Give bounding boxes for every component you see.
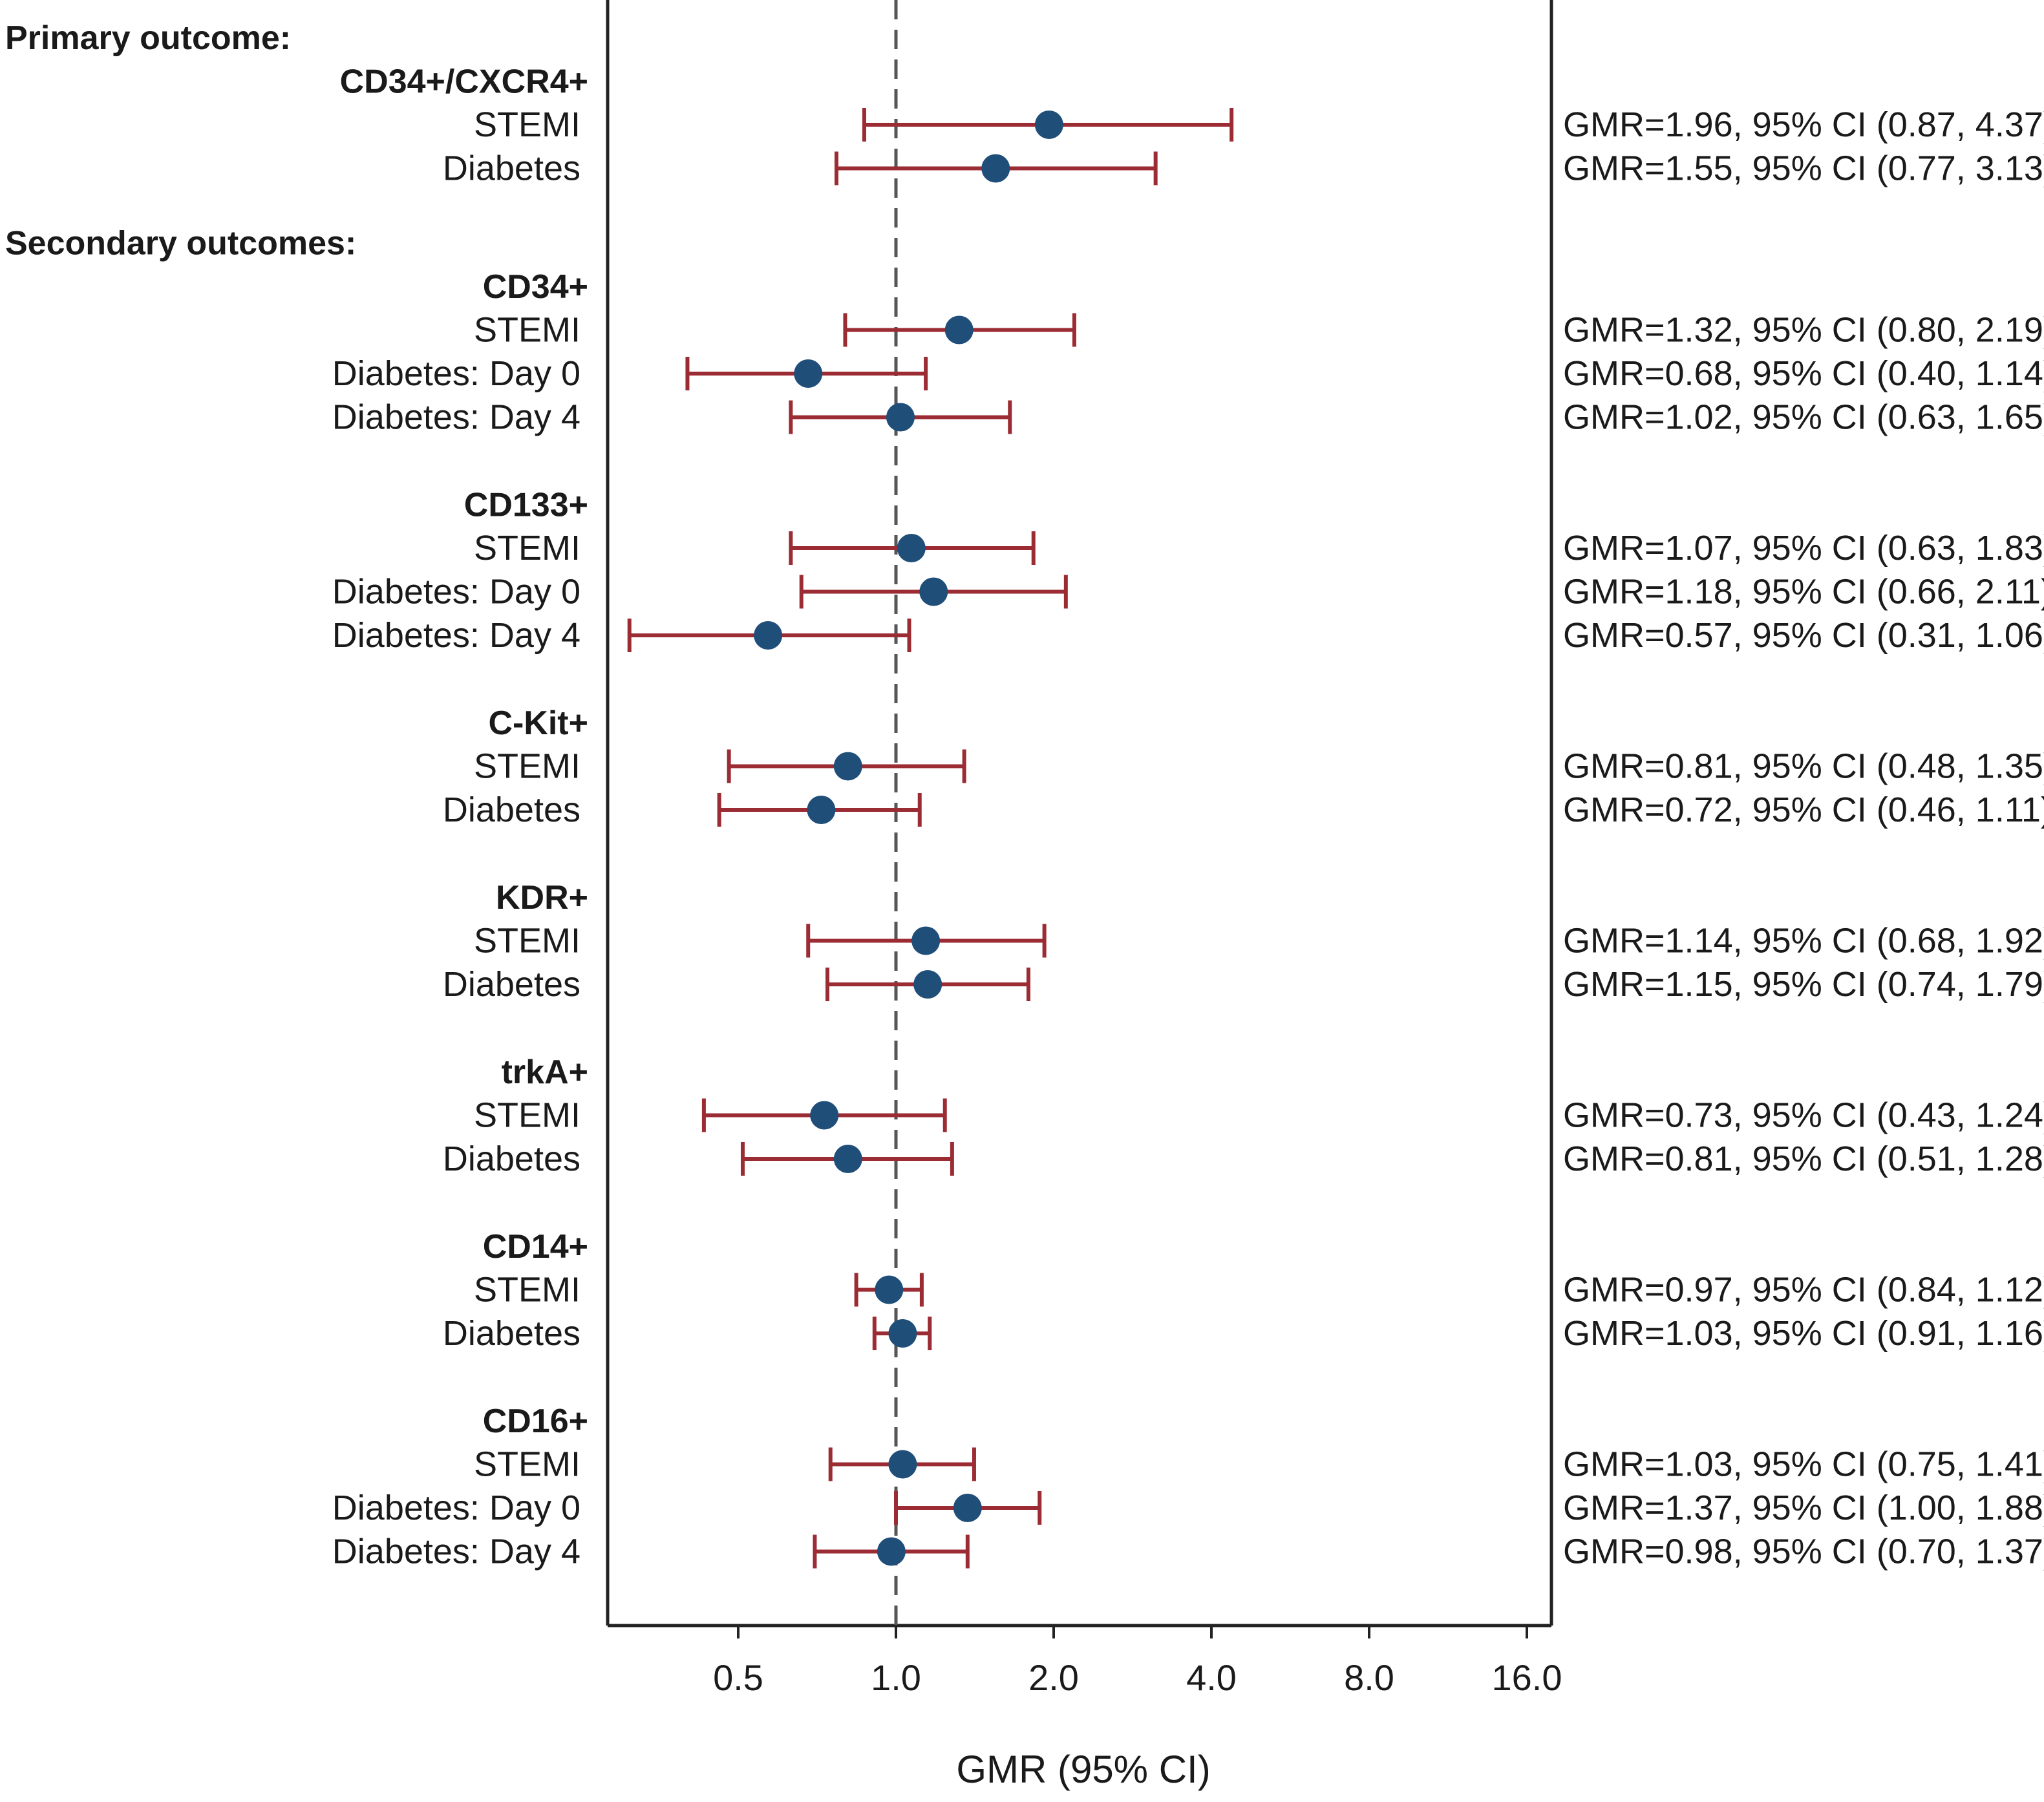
group-title: CD34+ — [483, 268, 588, 306]
gmr-annotation: GMR=1.07, 95% CI (0.63, 1.83) — [1563, 529, 2044, 567]
section-title: Secondary outcomes: — [5, 225, 356, 262]
group-title: KDR+ — [496, 879, 588, 917]
gmr-point — [953, 1494, 982, 1522]
gmr-annotation: GMR=0.73, 95% CI (0.43, 1.24) — [1563, 1096, 2044, 1135]
x-axis-label: GMR (95% CI) — [956, 1748, 1210, 1791]
x-tick-label: 2.0 — [1028, 1657, 1079, 1698]
gmr-annotation: GMR=1.02, 95% CI (0.63, 1.65) — [1563, 398, 2044, 437]
gmr-annotation: GMR=1.37, 95% CI (1.00, 1.88) — [1563, 1489, 2044, 1527]
gmr-point — [875, 1275, 904, 1304]
gmr-point — [913, 970, 942, 999]
gmr-point — [833, 1145, 862, 1173]
gmr-point — [833, 752, 862, 781]
gmr-annotation: GMR=1.55, 95% CI (0.77, 3.13) — [1563, 149, 2044, 188]
gmr-annotation: GMR=1.32, 95% CI (0.80, 2.19) — [1563, 311, 2044, 350]
row-label: STEMI — [474, 747, 580, 786]
section-title: Primary outcome: — [5, 19, 291, 57]
gmr-annotation: GMR=0.81, 95% CI (0.48, 1.35) — [1563, 747, 2044, 786]
gmr-point — [981, 154, 1010, 183]
x-tick-label: 1.0 — [871, 1657, 921, 1698]
gmr-point — [810, 1101, 839, 1130]
group-title: C-Kit+ — [488, 705, 588, 742]
gmr-annotation: GMR=0.98, 95% CI (0.70, 1.37) — [1563, 1532, 2044, 1571]
row-label: Diabetes: Day 4 — [332, 616, 580, 655]
gmr-point — [877, 1537, 906, 1566]
gmr-annotation: GMR=1.03, 95% CI (0.91, 1.16) — [1563, 1314, 2044, 1353]
row-label: STEMI — [474, 1096, 580, 1135]
gmr-point — [807, 796, 836, 824]
gmr-point — [888, 1319, 917, 1348]
group-title: CD16+ — [483, 1403, 588, 1440]
plot-panel — [606, 0, 1553, 1627]
x-tick-label: 8.0 — [1344, 1657, 1394, 1698]
gmr-annotation: GMR=1.15, 95% CI (0.74, 1.79) — [1563, 965, 2044, 1004]
gmr-annotation: GMR=1.03, 95% CI (0.75, 1.41) — [1563, 1445, 2044, 1484]
group-title: trkA+ — [502, 1054, 588, 1091]
gmr-annotation: GMR=0.57, 95% CI (0.31, 1.06) — [1563, 616, 2044, 655]
group-title: CD14+ — [483, 1228, 588, 1266]
gmr-annotation: GMR=1.96, 95% CI (0.87, 4.37) — [1563, 105, 2044, 144]
gmr-point — [897, 534, 926, 562]
row-label: Diabetes: Day 4 — [332, 398, 580, 437]
gmr-annotation: GMR=1.18, 95% CI (0.66, 2.11) — [1563, 573, 2044, 611]
row-label: Diabetes — [443, 149, 580, 188]
row-label: Diabetes: Day 0 — [332, 1489, 580, 1527]
gmr-point — [919, 577, 948, 606]
row-label: STEMI — [474, 529, 580, 567]
row-label: Diabetes — [443, 1314, 580, 1353]
x-axis-ticks: 0.5 1.0 2.0 4.0 8.0 16.0 — [713, 1626, 1562, 1698]
gmr-annotation: GMR=0.81, 95% CI (0.51, 1.28) — [1563, 1140, 2044, 1178]
row-label: STEMI — [474, 1445, 580, 1484]
group-title: CD133+ — [464, 487, 588, 524]
gmr-annotation: GMR=1.14, 95% CI (0.68, 1.92) — [1563, 922, 2044, 960]
x-tick-label: 16.0 — [1492, 1657, 1562, 1698]
row-label: Diabetes: Day 0 — [332, 573, 580, 611]
gmr-point — [888, 1450, 917, 1479]
row-label: STEMI — [474, 1271, 580, 1309]
gmr-point — [944, 315, 974, 344]
x-tick-label: 0.5 — [713, 1657, 763, 1698]
gmr-annotation: GMR=0.72, 95% CI (0.46, 1.11) — [1563, 790, 2044, 829]
gmr-point — [754, 621, 783, 650]
gmr-point — [1034, 111, 1063, 139]
group-title: CD34+/CXCR4+ — [340, 63, 588, 101]
gmr-point — [886, 403, 915, 432]
row-label: Diabetes — [443, 790, 580, 829]
row-label: Diabetes — [443, 1140, 580, 1178]
forest-rows: Primary outcome: CD34+/CXCR4+ STEMI GMR=1.9… — [5, 19, 2044, 1571]
row-label: STEMI — [474, 311, 580, 350]
row-label: Diabetes: Day 0 — [332, 354, 580, 393]
row-label: STEMI — [474, 922, 580, 960]
x-tick-label: 4.0 — [1186, 1657, 1237, 1698]
gmr-point — [794, 359, 823, 388]
gmr-point — [911, 926, 941, 955]
gmr-annotation: GMR=0.68, 95% CI (0.40, 1.14) — [1563, 354, 2044, 393]
row-label: Diabetes: Day 4 — [332, 1532, 580, 1571]
gmr-annotation: GMR=0.97, 95% CI (0.84, 1.12) — [1563, 1271, 2044, 1309]
row-label: STEMI — [474, 105, 580, 144]
row-label: Diabetes — [443, 965, 580, 1004]
